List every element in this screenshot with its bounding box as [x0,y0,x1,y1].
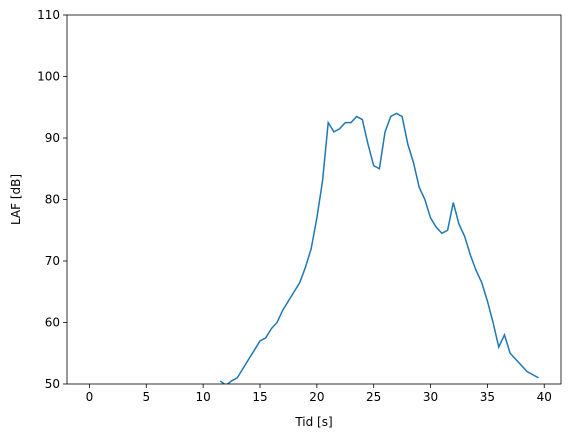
x-tick-label: 40 [537,390,552,404]
y-tick-label: 80 [45,193,60,207]
y-tick-label: 100 [37,70,60,84]
x-tick-label: 10 [196,390,211,404]
y-tick-label: 90 [45,131,60,145]
y-tick-label: 50 [45,377,60,391]
x-tick-label: 30 [423,390,438,404]
x-axis-label: Tid [s] [294,415,332,429]
plot-frame [66,14,562,385]
x-tick-label: 20 [309,390,324,404]
x-tick-label: 25 [366,390,381,404]
y-tick-label: 110 [37,8,60,22]
x-tick-label: 0 [86,390,94,404]
y-axis-label: LAF [dB] [9,174,23,225]
x-tick-label: 5 [142,390,150,404]
y-tick-label: 60 [45,316,60,330]
x-tick-label: 35 [480,390,495,404]
data-line [219,112,539,384]
x-tick-label: 15 [252,390,267,404]
y-tick-label: 70 [45,254,60,268]
